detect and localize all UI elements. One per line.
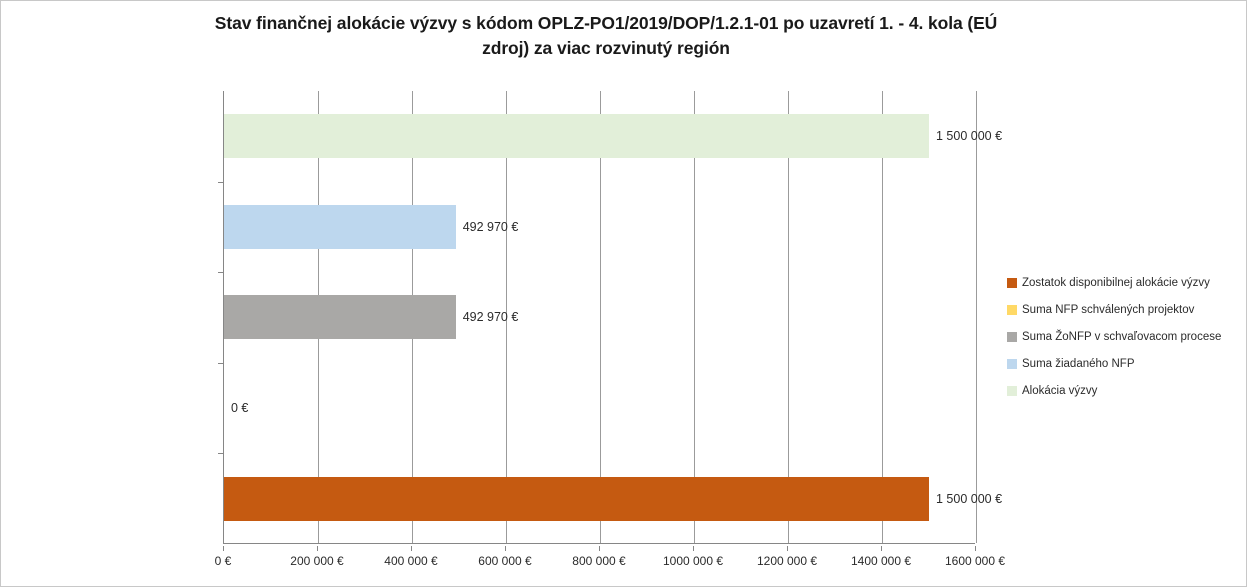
legend-item-label: Suma ŽoNFP v schvaľovacom procese (1022, 331, 1222, 343)
x-axis-tick-label: 400 000 € (384, 554, 438, 568)
x-axis-tick-label: 800 000 € (572, 554, 626, 568)
bar-value-label: 1 500 000 € (936, 491, 1003, 506)
gridline (976, 91, 977, 543)
bar[interactable] (224, 295, 456, 340)
bar-row: Zostatok disponibilnej alokácie výzvy1 5… (224, 453, 1002, 544)
bar-value-label: 492 970 € (462, 310, 519, 325)
x-axis-tick-label: 1600 000 € (944, 554, 1006, 568)
chart-title: Stav finančnej alokácie výzvy s kódom OP… (161, 11, 1051, 62)
bar-row: Suma NFP schválených projektov0 € (218, 363, 975, 455)
x-axis-tick (787, 546, 788, 551)
plot-area: Alokácia výzvy1 500 000 €Suma žiadaného … (218, 91, 1002, 544)
bar[interactable] (224, 114, 929, 159)
category-tick-mark (218, 272, 224, 274)
x-axis-tick-label: 1000 000 € (662, 554, 724, 568)
legend-item-label: Suma žiadaného NFP (1022, 358, 1135, 370)
x-axis-tick (693, 546, 694, 551)
x-axis-tick-label: 600 000 € (478, 554, 532, 568)
chart-title-line-1: Stav finančnej alokácie výzvy s kódom OP… (214, 13, 998, 33)
bar-row: Suma ŽoNFP v schvaľovacom procese492 970… (218, 272, 975, 364)
x-axis-tick-label: 1400 000 € (850, 554, 912, 568)
category-tick-mark (218, 362, 224, 364)
x-axis-tick (505, 546, 506, 551)
chart-title-line-2: zdroj) za viac rozvinutý región (482, 38, 730, 59)
legend-swatch-icon (1007, 332, 1017, 342)
legend-item[interactable]: Zostatok disponibilnej alokácie výzvy (1007, 271, 1243, 295)
legend-item-label: Suma NFP schválených projektov (1022, 304, 1195, 316)
legend-item[interactable]: Suma NFP schválených projektov (1007, 298, 1243, 322)
gridline (788, 91, 789, 543)
bar-value-label: 0 € (231, 401, 249, 416)
legend-swatch-icon (1007, 278, 1017, 288)
x-axis: 0 € 200 000 € 400 000 € 600 000 € 800 000 € 1… (215, 546, 1005, 576)
bar-value-label: 1 500 000 € (936, 129, 1003, 144)
legend-item[interactable]: Alokácia výzvy (1007, 379, 1243, 403)
bar[interactable] (224, 204, 456, 249)
chart-legend: Zostatok disponibilnej alokácie výzvy Sum… (1007, 271, 1243, 406)
x-axis-tick (317, 546, 318, 551)
gridline (882, 91, 883, 543)
legend-item-label: Zostatok disponibilnej alokácie výzvy (1022, 277, 1210, 289)
category-tick-mark (218, 181, 224, 183)
x-axis-tick (599, 546, 600, 551)
legend-item-label: Alokácia výzvy (1022, 385, 1098, 397)
gridline (694, 91, 695, 543)
x-axis-tick (975, 546, 976, 551)
gridline (506, 91, 507, 543)
gridline (600, 91, 601, 543)
bar-row: Alokácia výzvy1 500 000 € (218, 91, 1002, 183)
bar-row: Suma žiadaného NFP492 970 € (218, 182, 975, 274)
legend-swatch-icon (1007, 359, 1017, 369)
bar-value-label: 492 970 € (462, 219, 519, 234)
x-axis-tick (223, 546, 224, 551)
bar[interactable] (224, 476, 929, 521)
x-axis-tick-label: 1200 000 € (756, 554, 818, 568)
x-axis-tick (411, 546, 412, 551)
x-axis-tick-label: 200 000 € (290, 554, 344, 568)
x-axis-tick (881, 546, 882, 551)
x-axis-tick-label: 0 € (214, 554, 232, 568)
legend-swatch-icon (1007, 305, 1017, 315)
legend-swatch-icon (1007, 386, 1017, 396)
legend-item[interactable]: Suma žiadaného NFP (1007, 352, 1243, 376)
category-tick-mark (218, 453, 224, 455)
legend-item[interactable]: Suma ŽoNFP v schvaľovacom procese (1007, 325, 1243, 349)
